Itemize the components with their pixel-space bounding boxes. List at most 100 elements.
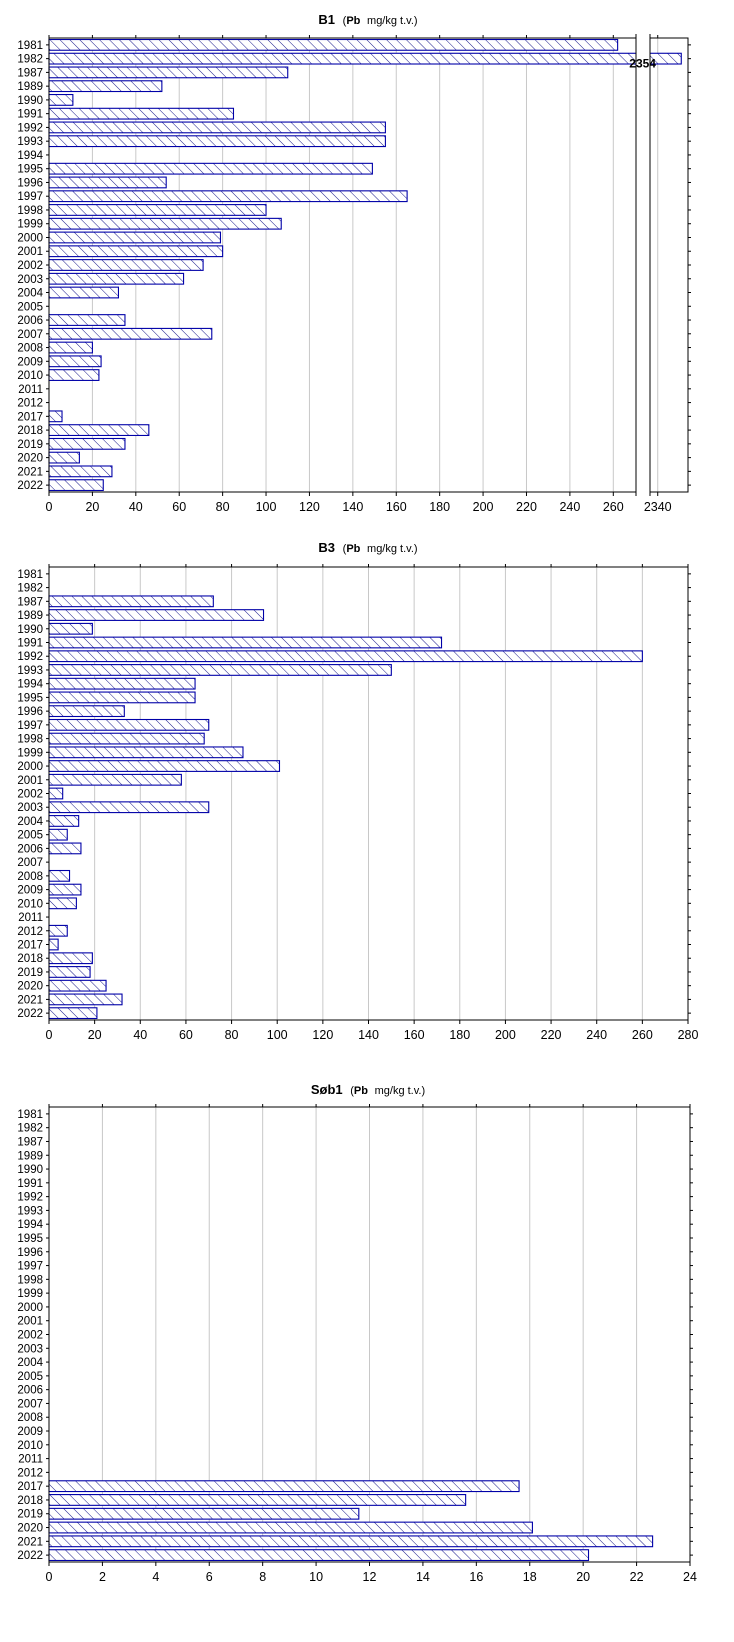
- category-label: 1982: [17, 1123, 43, 1135]
- x-tick-label: 4: [152, 1570, 159, 1584]
- title-element: Pb: [346, 15, 360, 27]
- bar-2004: [48, 815, 80, 827]
- bar-2019: [48, 966, 91, 978]
- title-main: B3: [318, 540, 335, 555]
- bar-2020: [48, 979, 107, 992]
- category-label: 2002: [17, 260, 43, 272]
- category-label: 1995: [17, 692, 43, 704]
- category-label: 1991: [17, 638, 43, 650]
- x-tick-label: 60: [172, 500, 186, 514]
- bar-1987: [48, 595, 214, 608]
- category-label: 2004: [17, 816, 43, 828]
- bar-1982: [48, 52, 682, 65]
- bar-2002: [48, 787, 64, 800]
- category-label: 1998: [17, 205, 43, 217]
- category-label: 1987: [17, 596, 43, 608]
- category-label: 2018: [17, 425, 43, 437]
- category-label: 1994: [17, 150, 43, 162]
- bar-2003: [48, 272, 185, 285]
- x-tick-label: 14: [416, 1570, 430, 1584]
- category-label: 1989: [17, 610, 43, 622]
- category-label: 2019: [17, 439, 43, 451]
- bar-1981: [48, 38, 619, 51]
- bar-2001: [48, 773, 182, 786]
- category-label: 2017: [17, 1481, 43, 1493]
- bar-2020: [48, 1521, 533, 1534]
- x-tick-label: 120: [299, 500, 320, 514]
- category-label: 2006: [17, 1385, 43, 1397]
- bars: [48, 595, 643, 1020]
- category-label: 2012: [17, 398, 43, 410]
- bar-2022: [48, 479, 104, 492]
- category-label: 1991: [17, 1178, 43, 1190]
- x-tick-label: 24: [683, 1570, 697, 1584]
- grid-lines: [94, 567, 643, 1020]
- category-label: 1997: [17, 720, 43, 732]
- category-label: 1989: [17, 81, 43, 93]
- category-label: 1992: [17, 1192, 43, 1204]
- x-tick-label: 20: [88, 1028, 102, 1042]
- category-label: 1982: [17, 54, 43, 66]
- category-label: 2007: [17, 329, 43, 341]
- category-label: 2022: [17, 480, 43, 492]
- category-label: 2019: [17, 967, 43, 979]
- category-label: 1991: [17, 109, 43, 121]
- chart-title-sob1: Søb1 (Pb mg/kg t.v.): [311, 1082, 425, 1097]
- category-label: 1999: [17, 747, 43, 759]
- x-tick-label: 0: [46, 500, 53, 514]
- category-label: 2021: [17, 994, 43, 1006]
- category-label: 1990: [17, 1164, 43, 1176]
- x-tick-label: 200: [473, 500, 494, 514]
- category-label: 2000: [17, 1302, 43, 1314]
- bar-2006: [48, 842, 82, 855]
- category-label: 1994: [17, 679, 43, 691]
- category-label: 2003: [17, 802, 43, 814]
- bar-2001: [48, 245, 224, 258]
- x-tick-label: 280: [678, 1028, 699, 1042]
- x-tick-label: 6: [206, 1570, 213, 1584]
- x-tick-label: 0: [46, 1570, 53, 1584]
- title-main: Søb1: [311, 1082, 343, 1097]
- category-label: 2022: [17, 1550, 43, 1562]
- category-label: 2011: [18, 384, 43, 396]
- bars: [48, 38, 682, 492]
- x-tick-label: 2340: [644, 500, 672, 514]
- category-label: 1997: [17, 191, 43, 203]
- category-label: 2022: [17, 1008, 43, 1020]
- bar-2009: [48, 355, 102, 368]
- category-label: 2017: [17, 411, 43, 423]
- category-label: 2009: [17, 356, 43, 368]
- x-tick-label: 22: [630, 1570, 644, 1584]
- category-label: 1992: [17, 651, 43, 663]
- x-tick-label: 40: [129, 500, 143, 514]
- category-label: 2001: [17, 1316, 43, 1328]
- x-tick-label: 8: [259, 1570, 266, 1584]
- category-label: 1996: [17, 177, 43, 189]
- category-label: 1995: [17, 1233, 43, 1245]
- bar-2018: [48, 424, 150, 437]
- category-label: 2003: [17, 274, 43, 286]
- bar-1995: [48, 162, 373, 175]
- category-label: 1989: [17, 1150, 43, 1162]
- x-tick-label: 0: [46, 1028, 53, 1042]
- category-label: 1981: [17, 1109, 43, 1121]
- category-label: 2008: [17, 1412, 43, 1424]
- category-label: 1987: [17, 1136, 43, 1148]
- category-label: 2020: [17, 981, 43, 993]
- category-label: 2020: [17, 453, 43, 465]
- category-label: 1999: [17, 1288, 43, 1300]
- bar-2000: [48, 231, 222, 244]
- bar-1999: [48, 217, 282, 230]
- title-unit: mg/kg t.v.: [367, 15, 414, 27]
- bars: [48, 1480, 654, 1562]
- bar-1998: [48, 732, 205, 745]
- category-label: 2004: [17, 288, 43, 300]
- bar-1989: [48, 609, 265, 621]
- bar-2008: [48, 869, 71, 882]
- x-tick-label: 140: [342, 500, 363, 514]
- category-label: 2000: [17, 232, 43, 244]
- category-label: 1992: [17, 122, 43, 134]
